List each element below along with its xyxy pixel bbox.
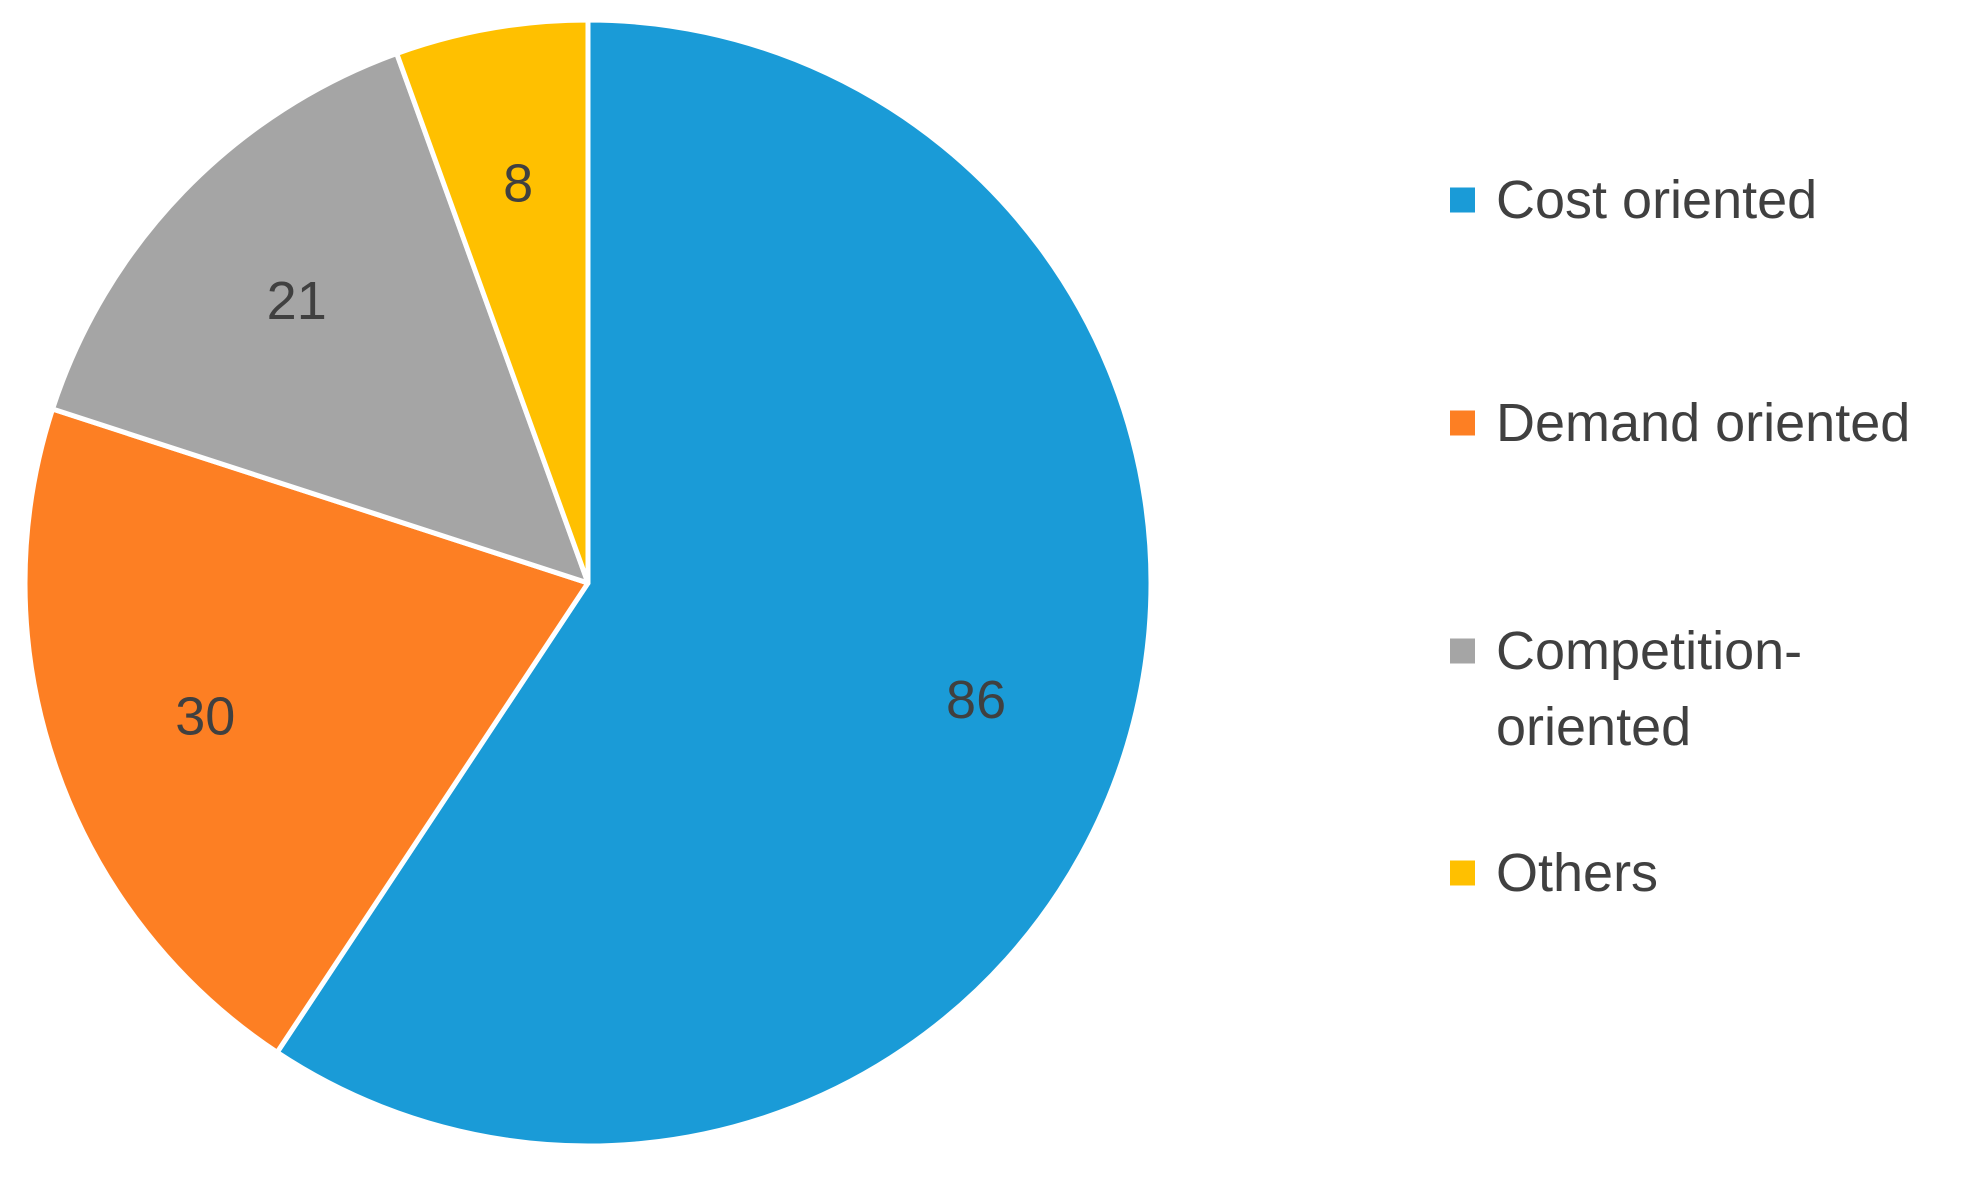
legend-label-competition-oriented-line-2: oriented [1496, 697, 1691, 757]
data-label-competition-oriented: 21 [267, 271, 327, 331]
legend-marker-demand-oriented [1450, 410, 1475, 436]
data-label-cost-oriented: 86 [946, 670, 1006, 730]
pie-slice-demand-oriented [22, 406, 591, 1055]
legend-item-competition-oriented: Competition-oriented [1450, 621, 1802, 757]
legend-item-cost-oriented: Cost oriented [1450, 170, 1817, 230]
pie-slice-competition-oriented [50, 50, 591, 586]
data-label-others: 8 [503, 154, 533, 214]
legend-label-demand-oriented: Demand oriented [1496, 393, 1910, 453]
pie-slices [22, 17, 1154, 1149]
legend-marker-others [1450, 860, 1475, 886]
legend-marker-competition-oriented [1450, 638, 1475, 664]
pie-data-labels: 86 30 21 8 [175, 154, 1006, 747]
data-label-demand-oriented: 30 [175, 687, 235, 747]
legend-item-demand-oriented: Demand oriented [1450, 393, 1910, 453]
chart-legend: Cost oriented Demand oriented Competition-… [1450, 170, 1910, 903]
legend-label-cost-oriented: Cost oriented [1496, 170, 1817, 230]
legend-label-others: Others [1496, 843, 1658, 903]
legend-marker-cost-oriented [1450, 187, 1475, 213]
legend-label-competition-oriented-line-1: Competition- [1496, 621, 1802, 681]
legend-item-others: Others [1450, 843, 1658, 903]
pie-slice-others [394, 17, 591, 586]
pie-slice-cost-oriented [274, 17, 1154, 1149]
